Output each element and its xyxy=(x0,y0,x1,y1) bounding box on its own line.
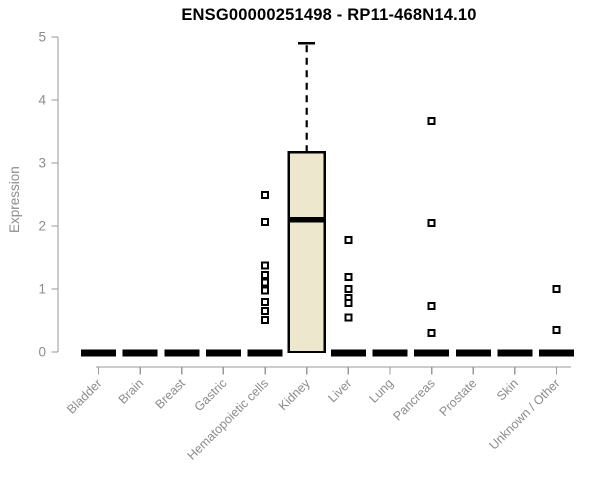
y-tick-label: 1 xyxy=(38,282,46,297)
zero-bar xyxy=(414,349,450,357)
outlier-point xyxy=(427,218,436,227)
y-tick-label: 3 xyxy=(38,156,46,171)
zero-bar xyxy=(330,349,366,357)
median-line xyxy=(288,216,325,223)
x-tick-label: Brain xyxy=(116,376,147,407)
x-tick-label: Pancreas xyxy=(390,376,437,423)
x-tick-label: Bladder xyxy=(64,376,104,416)
outlier-point xyxy=(344,313,353,322)
x-tick-label: Unknown / Other xyxy=(486,376,562,452)
x-tick-label: Skin xyxy=(494,376,521,403)
outlier-point xyxy=(427,302,436,311)
y-tick-label: 0 xyxy=(38,345,46,360)
x-tick-label: Lung xyxy=(367,376,397,406)
y-tick-label: 4 xyxy=(38,93,46,108)
outlier-point xyxy=(427,329,436,338)
x-tick-label: Gastric xyxy=(192,376,230,414)
outlier-point xyxy=(427,116,436,125)
zero-bar xyxy=(372,349,408,357)
outlier-point xyxy=(552,285,561,293)
outlier-point xyxy=(344,298,353,307)
x-tick-label: Liver xyxy=(325,376,354,405)
zero-bar xyxy=(497,349,533,357)
zero-bar xyxy=(539,349,575,357)
outlier-point xyxy=(344,285,353,293)
outlier-point xyxy=(552,325,561,334)
outlier-point xyxy=(261,271,270,280)
outlier-point xyxy=(261,307,270,316)
x-tick-label: Kidney xyxy=(276,376,313,413)
zero-bar xyxy=(122,349,158,357)
x-tick-label: Hematopoietic cells xyxy=(185,376,272,463)
chart-title: ENSG00000251498 - RP11-468N14.10 xyxy=(181,6,477,24)
y-tick-label: 2 xyxy=(38,219,46,234)
zero-bar xyxy=(455,349,491,357)
outlier-point xyxy=(344,235,353,244)
x-tick-label: Prostate xyxy=(437,376,480,419)
box xyxy=(287,151,326,354)
outlier-point xyxy=(261,191,270,200)
x-tick-label: Breast xyxy=(152,376,188,412)
outlier-point xyxy=(261,315,270,324)
outlier-point xyxy=(261,218,270,227)
zero-bar xyxy=(164,349,200,357)
outlier-point xyxy=(261,286,270,295)
y-tick-label: 5 xyxy=(38,30,46,45)
zero-bar xyxy=(81,349,116,357)
zero-bar xyxy=(205,349,241,357)
outlier-point xyxy=(261,278,270,287)
outlier-point xyxy=(344,273,353,282)
zero-bar xyxy=(247,349,283,357)
outlier-point xyxy=(261,261,270,270)
outlier-point xyxy=(261,298,270,307)
